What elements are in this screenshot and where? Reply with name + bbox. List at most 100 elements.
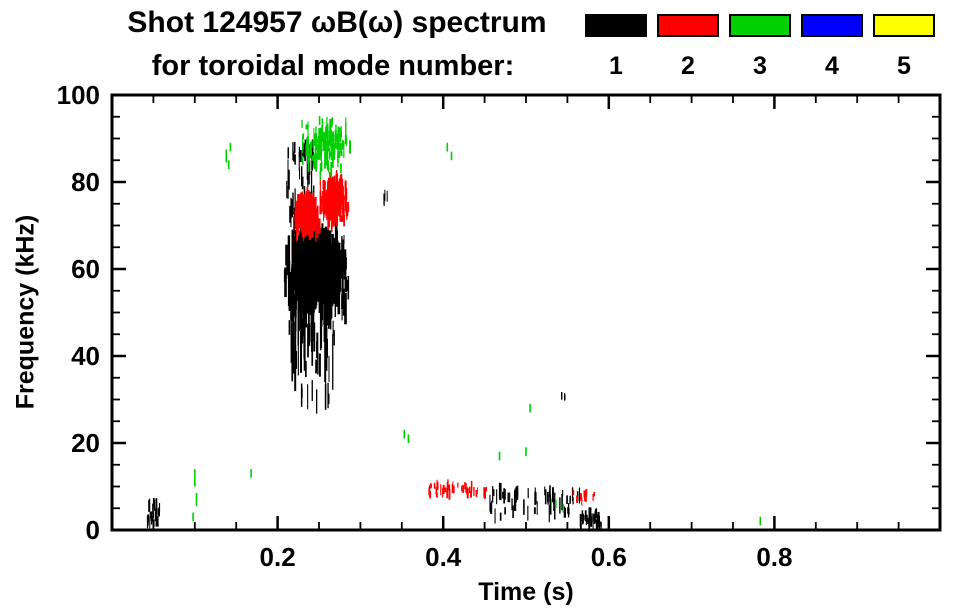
data-streak — [332, 320, 334, 337]
data-streak — [533, 507, 536, 514]
data-streak — [299, 150, 302, 163]
x-tick-label: 0.6 — [591, 542, 627, 572]
data-streak — [581, 510, 584, 520]
data-streak — [318, 139, 320, 147]
data-streak — [317, 151, 319, 160]
data-streak — [337, 248, 340, 273]
data-streak — [334, 208, 337, 222]
data-streak — [436, 481, 439, 490]
data-streak — [250, 469, 252, 478]
data-streak — [563, 506, 565, 518]
data-streak — [326, 253, 328, 272]
data-streak — [318, 128, 321, 140]
data-streak — [192, 512, 194, 522]
data-streak — [579, 514, 581, 527]
y-tick-label: 0 — [86, 515, 100, 545]
data-streak — [444, 487, 447, 493]
data-streak — [323, 301, 326, 342]
data-streak — [314, 156, 317, 170]
data-streak — [292, 318, 294, 366]
data-streak — [504, 507, 506, 515]
data-streak — [548, 504, 550, 523]
data-streak — [561, 494, 563, 511]
data-streak — [293, 141, 296, 153]
data-streak — [307, 175, 309, 188]
data-streak — [344, 180, 347, 201]
data-streak — [559, 497, 561, 514]
data-streak — [303, 323, 306, 371]
data-streak — [339, 187, 342, 206]
data-streak — [511, 498, 513, 511]
data-streak — [450, 151, 453, 161]
data-streak — [502, 491, 504, 499]
data-streak — [332, 333, 334, 390]
data-streak — [327, 168, 330, 173]
data-streak — [464, 482, 466, 490]
data-streak — [323, 193, 325, 209]
data-streak — [315, 211, 318, 221]
data-streak — [293, 216, 295, 231]
data-streak — [328, 147, 331, 160]
data-streak — [337, 150, 339, 163]
data-streak — [332, 201, 334, 221]
data-streak — [585, 497, 587, 502]
data-streak — [327, 254, 330, 274]
data-streak — [307, 121, 309, 138]
data-streak — [316, 138, 319, 143]
data-streak — [308, 226, 311, 240]
data-streak — [301, 238, 303, 269]
data-streak — [593, 513, 596, 524]
data-streak — [333, 255, 335, 276]
data-streak — [308, 147, 310, 163]
data-streak — [325, 132, 327, 146]
data-streak — [347, 276, 350, 300]
data-streak — [572, 497, 574, 505]
data-streak — [310, 224, 313, 233]
data-streak — [326, 263, 328, 281]
data-streak — [489, 494, 491, 512]
data-streak — [337, 281, 341, 315]
data-streak — [315, 359, 317, 374]
data-streak — [323, 137, 325, 143]
data-streak — [566, 495, 568, 504]
data-streak — [407, 434, 410, 443]
data-streak — [321, 275, 323, 327]
data-streak — [598, 520, 601, 527]
data-streak — [581, 497, 583, 506]
data-streak — [287, 260, 291, 279]
data-streak — [312, 194, 315, 211]
data-streak — [339, 196, 342, 208]
data-streak — [341, 193, 344, 213]
data-streak — [341, 279, 344, 292]
data-streak — [313, 206, 315, 221]
data-streak — [297, 215, 300, 228]
data-streak — [314, 267, 318, 283]
data-streak — [300, 245, 302, 273]
data-streak — [328, 130, 331, 144]
data-streak — [475, 490, 478, 497]
data-streak — [567, 507, 570, 514]
data-streak — [592, 520, 594, 530]
data-streak — [569, 495, 571, 504]
data-streak — [330, 119, 333, 128]
data-streak — [329, 285, 332, 319]
data-streak — [154, 508, 156, 517]
data-streak — [150, 515, 153, 525]
data-streak — [339, 207, 342, 222]
data-streak — [562, 503, 565, 513]
data-streak — [294, 320, 297, 340]
data-streak — [150, 511, 152, 518]
data-streak — [553, 499, 555, 511]
data-streak — [333, 134, 335, 143]
data-streak — [301, 220, 303, 233]
data-streak — [429, 491, 432, 499]
data-streak — [149, 511, 151, 521]
data-streak — [338, 194, 340, 210]
data-streak — [302, 296, 305, 313]
data-streak — [446, 482, 448, 490]
data-streak — [322, 190, 324, 205]
data-streak — [295, 351, 298, 369]
data-streak — [306, 227, 309, 258]
data-streak — [157, 508, 160, 516]
